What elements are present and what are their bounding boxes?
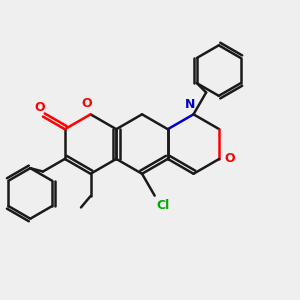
Text: O: O	[35, 100, 45, 114]
Text: N: N	[185, 98, 196, 111]
Text: O: O	[82, 97, 92, 110]
Text: Cl: Cl	[156, 199, 170, 212]
Text: O: O	[225, 152, 235, 165]
